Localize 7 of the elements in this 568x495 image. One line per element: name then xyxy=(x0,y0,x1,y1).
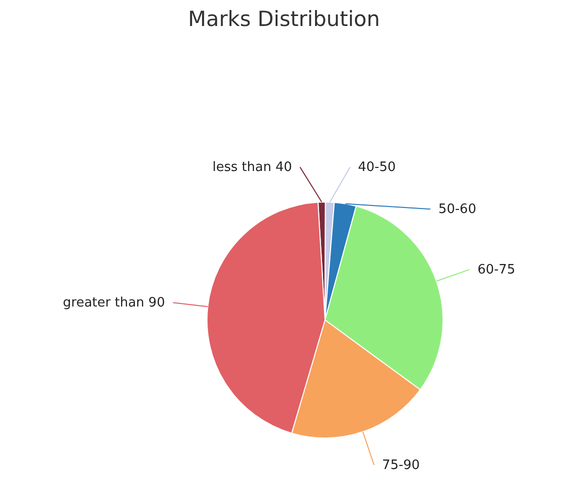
slice-label: greater than 90 xyxy=(62,296,165,311)
slice-label: 75-90 xyxy=(382,458,420,473)
slice-label: 60-75 xyxy=(477,262,516,278)
chart-title: Marks Distribution xyxy=(188,7,380,31)
slice-label: 40-50 xyxy=(358,160,396,176)
slice-label: less than 40 xyxy=(212,160,292,176)
slice-label: 50-60 xyxy=(438,202,476,218)
